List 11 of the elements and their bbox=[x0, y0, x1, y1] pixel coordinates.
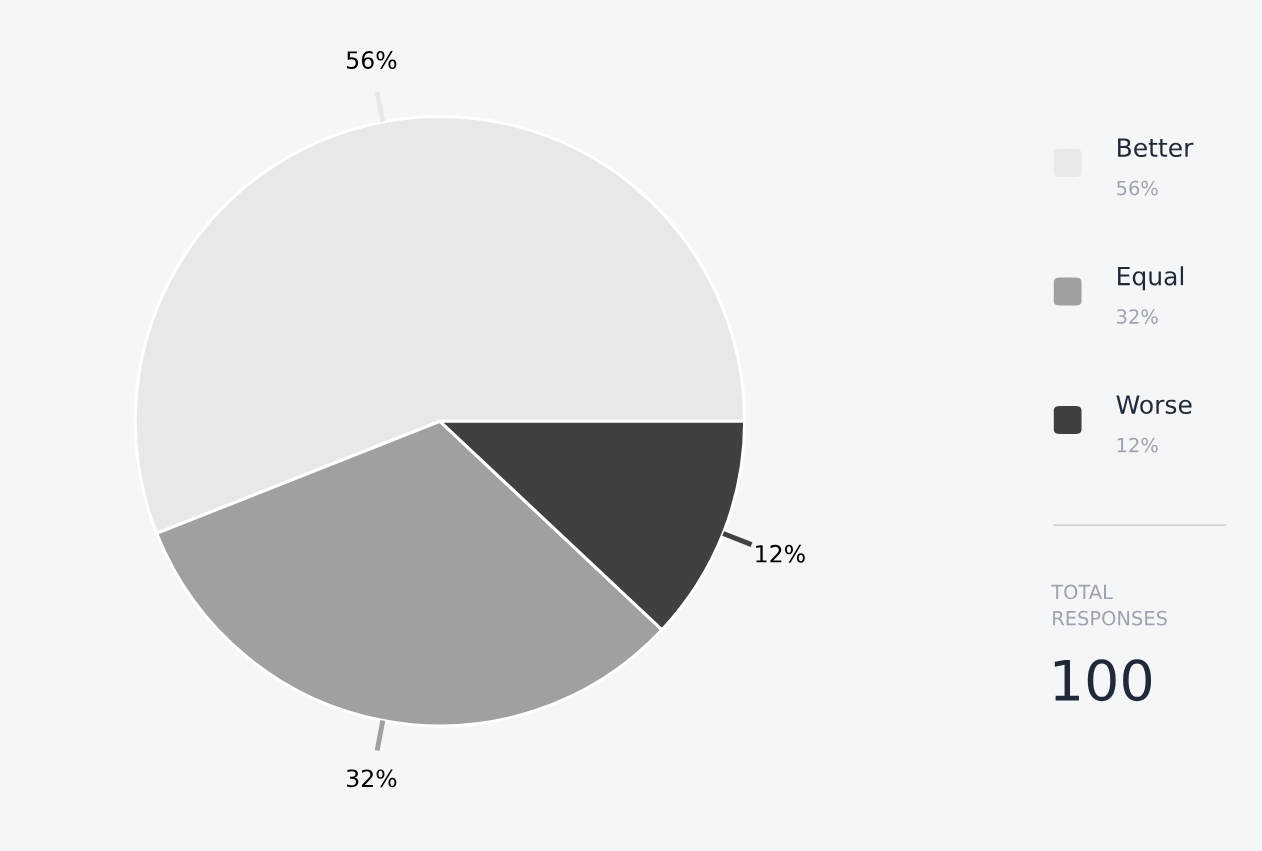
text: 12% bbox=[1117, 437, 1158, 453]
data-label: 32% bbox=[346, 769, 397, 788]
data-label: 56% bbox=[347, 51, 397, 69]
text: 56% bbox=[1117, 180, 1158, 196]
legend-label: Equal bbox=[1118, 266, 1184, 291]
legend-label: Worse bbox=[1116, 395, 1192, 415]
text: 100 bbox=[1054, 659, 1152, 702]
data-label: 12% bbox=[756, 544, 805, 563]
text: TOTAL RESPONSES bbox=[1051, 584, 1167, 626]
text: 32% bbox=[1117, 309, 1158, 324]
legend-label: Better bbox=[1118, 138, 1194, 158]
